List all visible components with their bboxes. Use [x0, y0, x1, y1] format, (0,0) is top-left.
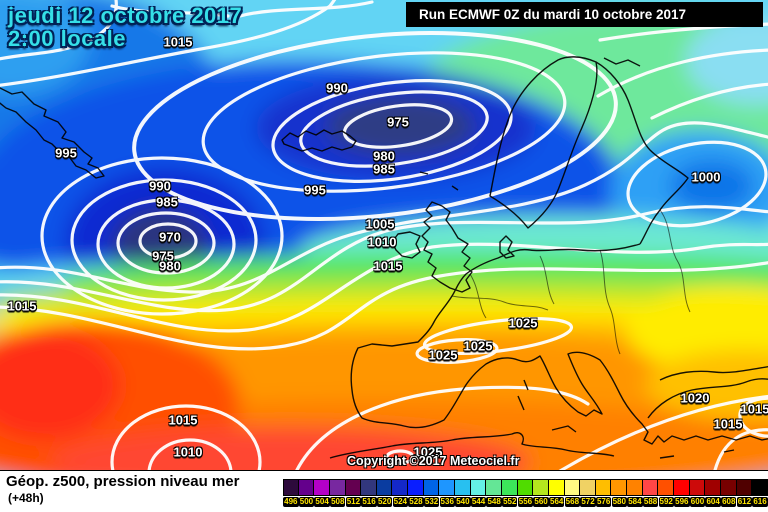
- scale-swatch: [517, 479, 534, 496]
- scale-value: 508: [330, 497, 346, 507]
- scale-swatch: [674, 479, 690, 496]
- scale-swatch: [455, 479, 471, 496]
- scale-swatch: [595, 479, 612, 496]
- scale-value: 592: [658, 497, 674, 507]
- scale-swatch: [580, 479, 596, 496]
- scale-value: 584: [627, 497, 643, 507]
- scale-value: 552: [502, 497, 518, 507]
- run-info-box: Run ECMWF 0Z du mardi 10 octobre 2017: [406, 2, 763, 27]
- scale-value: 512: [345, 497, 362, 507]
- scale-swatch: [533, 479, 549, 496]
- scale-value: 596: [674, 497, 690, 507]
- scale-value: 540: [455, 497, 471, 507]
- coastlines: [0, 56, 768, 459]
- scale-swatch: [345, 479, 362, 496]
- isobar-contours: [0, 0, 768, 470]
- scale-value: 616: [752, 497, 768, 507]
- date-line-1: jeudi 12 octobre 2017: [8, 3, 243, 28]
- color-scale-values: 496 500 504 508 512 516 520 524 528 532 536 540 544 5…: [283, 497, 768, 507]
- scale-value: 612: [736, 497, 753, 507]
- scale-swatch: [611, 479, 628, 496]
- copyright-watermark: Copyright ©2017 Meteociel.fr: [347, 454, 520, 468]
- scale-value: 532: [423, 497, 440, 507]
- scale-value: 588: [642, 497, 659, 507]
- date-line-2: 2:00 locale: [8, 26, 127, 52]
- scale-value: 536: [439, 497, 455, 507]
- legend-bar: Géop. z500, pression niveau mer (+48h) 4…: [0, 470, 768, 512]
- scale-swatch: [283, 479, 299, 496]
- scale-value: 504: [314, 497, 330, 507]
- map-title: Géop. z500, pression niveau mer: [6, 473, 240, 490]
- scale-swatch: [627, 479, 643, 496]
- scale-value: 520: [376, 497, 393, 507]
- scale-value: 572: [580, 497, 596, 507]
- scale-swatch: [439, 479, 456, 496]
- scale-value: 564: [549, 497, 565, 507]
- scale-value: 560: [533, 497, 549, 507]
- scale-value: 528: [408, 497, 424, 507]
- scale-swatch: [470, 479, 487, 496]
- scale-swatch: [408, 479, 424, 496]
- scale-swatch: [392, 479, 409, 496]
- scale-value: 580: [611, 497, 627, 507]
- scale-value: 496: [283, 497, 299, 507]
- scale-value: 500: [298, 497, 315, 507]
- scale-swatch: [423, 479, 440, 496]
- scale-swatch: [548, 479, 565, 496]
- scale-value: 576: [595, 497, 612, 507]
- scale-swatch: [329, 479, 346, 496]
- scale-swatch: [314, 479, 330, 496]
- country-borders: [451, 209, 691, 355]
- scale-value: 544: [470, 497, 487, 507]
- validity-date: jeudi 12 octobre 2017 2:00 locale: [8, 4, 242, 50]
- scale-swatch: [486, 479, 502, 496]
- map-canvas: [0, 0, 768, 470]
- color-scale: [283, 479, 768, 496]
- scale-swatch: [705, 479, 721, 496]
- scale-value: 604: [705, 497, 721, 507]
- scale-swatch: [752, 479, 768, 496]
- scale-value: 568: [564, 497, 581, 507]
- scale-value: 608: [721, 497, 737, 507]
- scale-swatch: [642, 479, 659, 496]
- pressure-map: [0, 0, 768, 470]
- scale-swatch: [720, 479, 737, 496]
- forecast-lead-time: (+48h): [8, 491, 44, 505]
- scale-value: 548: [486, 497, 502, 507]
- scale-swatch: [736, 479, 753, 496]
- scale-swatch: [298, 479, 315, 496]
- scale-swatch: [361, 479, 377, 496]
- scale-value: 556: [517, 497, 534, 507]
- scale-value: 600: [689, 497, 706, 507]
- scale-value: 516: [361, 497, 377, 507]
- scale-swatch: [658, 479, 675, 496]
- scale-swatch: [689, 479, 706, 496]
- scale-swatch: [564, 479, 581, 496]
- scale-swatch: [501, 479, 518, 496]
- scale-swatch: [376, 479, 393, 496]
- scale-value: 524: [392, 497, 408, 507]
